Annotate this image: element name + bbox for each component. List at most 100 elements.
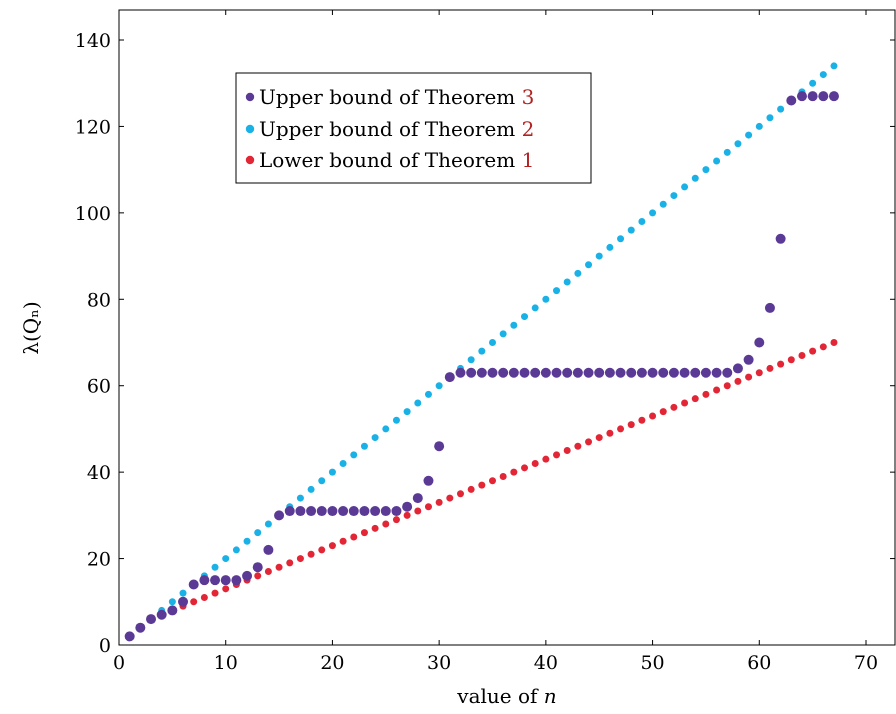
x-tick-label: 0 bbox=[113, 652, 125, 674]
data-point bbox=[574, 442, 582, 450]
data-point bbox=[649, 412, 657, 420]
data-point bbox=[585, 438, 593, 446]
data-point bbox=[531, 460, 539, 467]
data-point bbox=[444, 372, 455, 383]
data-point bbox=[755, 369, 763, 377]
y-axis-label: λ(Qₙ) bbox=[19, 301, 43, 354]
data-point bbox=[328, 468, 336, 476]
data-point bbox=[296, 555, 304, 563]
data-point bbox=[775, 233, 786, 244]
data-point bbox=[572, 367, 583, 378]
data-point bbox=[371, 524, 379, 532]
data-point bbox=[777, 360, 785, 368]
data-point bbox=[700, 367, 711, 378]
data-point bbox=[414, 399, 422, 407]
data-point bbox=[339, 537, 347, 545]
data-point bbox=[681, 183, 689, 191]
data-point bbox=[732, 363, 743, 374]
x-axis-label: value of n bbox=[456, 684, 556, 708]
data-point bbox=[723, 382, 731, 390]
data-point bbox=[380, 506, 391, 517]
data-point bbox=[563, 278, 571, 286]
data-point bbox=[135, 622, 146, 633]
data-point bbox=[168, 598, 176, 606]
data-point bbox=[681, 399, 689, 407]
data-point bbox=[232, 546, 240, 554]
data-point bbox=[190, 598, 198, 606]
data-point bbox=[540, 367, 551, 378]
data-point bbox=[403, 408, 411, 416]
data-point bbox=[796, 91, 807, 102]
data-point bbox=[798, 351, 806, 359]
data-point bbox=[476, 367, 487, 378]
data-point bbox=[412, 493, 423, 504]
legend-ref-1: 1 bbox=[522, 148, 535, 172]
data-point bbox=[295, 506, 306, 517]
data-point bbox=[691, 174, 699, 182]
data-point bbox=[818, 91, 829, 102]
data-point bbox=[754, 337, 765, 348]
data-point bbox=[307, 550, 315, 558]
y-tick-label: 40 bbox=[87, 462, 111, 484]
data-point bbox=[382, 425, 390, 433]
data-point bbox=[670, 192, 678, 200]
data-point bbox=[604, 367, 615, 378]
data-point bbox=[530, 367, 541, 378]
data-point bbox=[617, 425, 625, 433]
data-point bbox=[318, 477, 326, 485]
data-point bbox=[745, 373, 753, 381]
data-point bbox=[702, 390, 710, 398]
data-point bbox=[595, 434, 603, 442]
data-point bbox=[167, 605, 178, 616]
data-point bbox=[188, 579, 199, 590]
data-point bbox=[435, 498, 443, 506]
axis-ticks: 0 10 20 30 40 50 60 70 0 20 40 60 80 100 120 140 bbox=[75, 10, 895, 674]
data-point bbox=[391, 506, 402, 517]
data-points bbox=[124, 62, 839, 642]
data-point bbox=[435, 382, 443, 390]
data-point bbox=[510, 468, 518, 476]
data-point bbox=[615, 367, 626, 378]
data-point bbox=[339, 460, 347, 467]
data-point bbox=[350, 533, 358, 541]
data-point bbox=[531, 304, 539, 312]
data-point bbox=[211, 589, 219, 597]
data-point bbox=[456, 490, 464, 498]
data-point bbox=[787, 356, 795, 364]
data-point bbox=[478, 347, 486, 355]
data-point bbox=[296, 494, 304, 502]
data-point bbox=[254, 529, 262, 537]
data-point bbox=[659, 200, 667, 208]
data-point bbox=[222, 555, 230, 563]
data-point bbox=[519, 367, 530, 378]
data-point bbox=[252, 562, 263, 573]
x-tick-label: 20 bbox=[320, 652, 344, 674]
plot-frame bbox=[118, 9, 896, 646]
data-point bbox=[809, 347, 817, 355]
data-point bbox=[764, 302, 775, 313]
data-point bbox=[658, 367, 669, 378]
data-point bbox=[638, 416, 646, 424]
x-tick-label: 30 bbox=[427, 652, 451, 674]
data-point bbox=[124, 631, 135, 642]
data-point bbox=[819, 71, 827, 79]
data-point bbox=[338, 506, 349, 517]
data-point bbox=[606, 429, 614, 437]
data-point bbox=[585, 261, 593, 269]
data-point bbox=[200, 593, 208, 601]
data-point bbox=[766, 114, 774, 122]
data-point bbox=[350, 451, 358, 459]
data-point bbox=[499, 330, 507, 338]
data-point bbox=[679, 367, 690, 378]
legend-ref-2: 2 bbox=[522, 117, 535, 141]
data-point bbox=[777, 105, 785, 113]
data-point bbox=[467, 356, 475, 364]
legend-box bbox=[235, 72, 592, 184]
data-point bbox=[542, 295, 550, 303]
data-point bbox=[371, 434, 379, 442]
data-point bbox=[670, 403, 678, 411]
data-point bbox=[466, 367, 477, 378]
data-point bbox=[210, 575, 221, 586]
data-point bbox=[359, 506, 370, 517]
